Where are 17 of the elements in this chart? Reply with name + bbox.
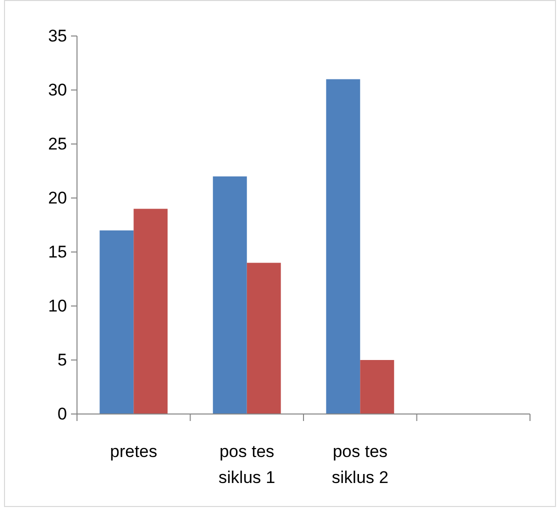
x-tick-label: pos tes siklus 2 (332, 442, 388, 487)
y-tick-label: 5 (58, 350, 67, 370)
y-tick-label: 15 (48, 242, 67, 262)
x-tick-label: pos tes siklus 1 (218, 442, 276, 487)
y-tick-label: 0 (58, 404, 67, 424)
y-tick-label: 25 (48, 134, 67, 154)
y-tick-label: 10 (48, 296, 67, 316)
y-tick-label: 20 (48, 188, 67, 208)
bar (360, 360, 394, 414)
bar (246, 262, 281, 414)
y-tick-label: 30 (48, 80, 67, 100)
bar (212, 176, 247, 414)
bar (100, 230, 134, 414)
bar (134, 208, 168, 414)
y-tick-label: 35 (48, 26, 67, 46)
x-tick-label: pretes (110, 442, 158, 461)
bar (326, 79, 360, 414)
